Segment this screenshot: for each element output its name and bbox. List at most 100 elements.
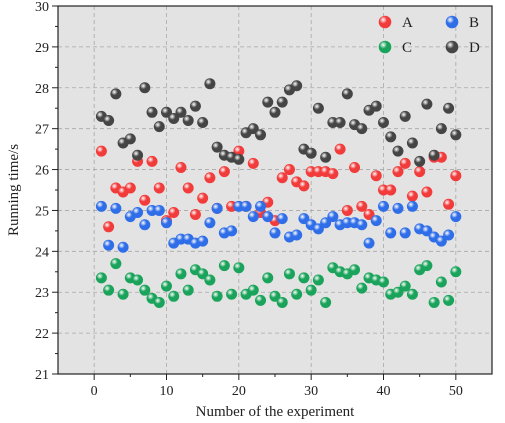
series-B	[95, 200, 462, 253]
data-point-A	[139, 194, 151, 206]
data-point-C	[132, 274, 144, 286]
data-point-D	[204, 78, 216, 90]
data-point-B	[132, 206, 144, 218]
data-point-B	[450, 211, 462, 223]
legend-label-C: C	[402, 40, 412, 56]
data-point-A	[204, 172, 216, 184]
data-point-D	[255, 129, 267, 141]
data-point-D	[103, 114, 115, 126]
data-point-A	[283, 164, 295, 176]
data-point-C	[435, 276, 447, 288]
data-point-B	[153, 204, 165, 216]
data-point-A	[218, 166, 230, 178]
data-point-C	[356, 282, 368, 294]
data-point-B	[327, 211, 339, 223]
y-tick-label: 24	[35, 245, 49, 260]
data-point-C	[283, 268, 295, 280]
y-tick-label: 22	[35, 327, 49, 342]
data-point-C	[320, 296, 332, 308]
data-point-C	[233, 262, 245, 274]
y-tick-label: 26	[35, 164, 49, 179]
x-axis-label: Number of the experiment	[196, 404, 356, 420]
data-point-D	[291, 80, 303, 92]
y-tick-label: 27	[35, 123, 49, 138]
legend-label-B: B	[469, 15, 479, 31]
data-point-B	[103, 239, 115, 251]
data-point-D	[182, 114, 194, 126]
data-point-B	[139, 219, 151, 231]
data-point-B	[363, 237, 375, 249]
data-point-D	[262, 96, 274, 108]
data-point-C	[168, 290, 180, 302]
data-point-B	[161, 217, 173, 229]
data-point-B	[443, 229, 455, 241]
data-point-D	[153, 121, 165, 133]
data-point-A	[385, 184, 397, 196]
data-point-A	[197, 192, 209, 204]
data-point-D	[132, 149, 144, 161]
data-point-B	[298, 213, 310, 225]
data-point-D	[392, 145, 404, 157]
x-tick-label: 0	[91, 384, 98, 399]
series-D	[95, 78, 462, 167]
data-point-D	[139, 82, 151, 94]
legend-marker-B	[445, 15, 459, 29]
legend-marker-C	[378, 40, 392, 54]
legend-label-D: D	[469, 40, 480, 56]
data-points	[95, 78, 462, 308]
data-point-D	[247, 123, 259, 135]
data-point-B	[377, 200, 389, 212]
data-point-A	[182, 182, 194, 194]
data-point-C	[377, 276, 389, 288]
data-point-B	[197, 235, 209, 247]
data-point-A	[443, 198, 455, 210]
y-axis-label: Running time/s	[6, 144, 22, 236]
data-point-C	[312, 274, 324, 286]
data-point-B	[226, 225, 238, 237]
data-point-B	[117, 241, 129, 253]
y-tick-label: 28	[35, 82, 49, 97]
data-point-D	[421, 98, 433, 110]
data-point-D	[161, 106, 173, 118]
data-point-A	[349, 162, 361, 174]
data-point-C	[182, 284, 194, 296]
data-point-A	[168, 206, 180, 218]
data-point-C	[175, 268, 187, 280]
data-point-B	[370, 215, 382, 227]
data-point-B	[269, 227, 281, 239]
data-point-C	[269, 290, 281, 302]
data-point-A	[327, 168, 339, 180]
data-point-B	[240, 200, 252, 212]
data-point-C	[255, 294, 267, 306]
data-point-A	[153, 182, 165, 194]
data-point-D	[341, 88, 353, 100]
x-tick-label: 30	[304, 384, 318, 399]
data-point-B	[312, 223, 324, 235]
data-point-B	[385, 227, 397, 239]
data-point-D	[334, 117, 346, 129]
data-point-C	[161, 280, 173, 292]
data-point-B	[255, 200, 267, 212]
data-point-B	[95, 200, 107, 212]
data-point-C	[153, 296, 165, 308]
data-point-C	[204, 274, 216, 286]
data-point-A	[95, 145, 107, 157]
data-point-D	[385, 131, 397, 143]
data-point-A	[124, 182, 136, 194]
data-point-A	[392, 166, 404, 178]
axes: 0 10 20 30 40 50 21 22 23 24 25 26 27 28 29 30	[35, 0, 493, 399]
data-point-D	[370, 100, 382, 112]
legend-marker-D	[445, 40, 459, 54]
data-point-D	[233, 153, 245, 165]
data-point-B	[320, 217, 332, 229]
y-tick-label: 30	[35, 0, 49, 15]
data-point-C	[298, 272, 310, 284]
data-point-D	[450, 129, 462, 141]
data-point-C	[103, 284, 115, 296]
data-point-D	[312, 102, 324, 114]
y-tick-label: 21	[35, 368, 49, 383]
data-point-B	[392, 202, 404, 214]
data-point-C	[117, 288, 129, 300]
data-point-A	[414, 166, 426, 178]
